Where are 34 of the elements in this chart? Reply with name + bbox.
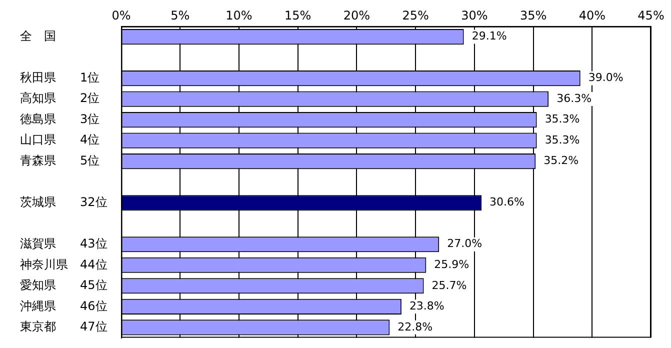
data-label: 25.7% [432,278,467,292]
data-label: 27.0% [447,237,482,250]
x-tick-label: 35% [520,8,547,22]
data-label: 29.1% [472,30,507,43]
y-tick-label: 茨城県 32位 [20,194,108,209]
y-tick-label: 沖縄県 46位 [20,298,108,313]
y-tick-label: 秋田県 1位 [20,70,100,84]
data-label: 35.3% [544,112,580,126]
x-tick-label: 0% [112,8,131,22]
x-tick-label: 15% [284,8,312,22]
y-tick-label: 青森県 5位 [20,153,100,168]
data-label: 23.8% [409,300,444,313]
data-label: 35.2% [544,154,579,168]
x-tick-label: 25% [402,8,429,22]
x-tick-label: 30% [461,8,488,22]
data-label: 39.0% [588,71,624,84]
data-label: 36.3% [556,92,592,105]
data-label: 25.9% [434,258,470,271]
x-tick-label: 20% [343,8,370,22]
y-tick-label: 愛知県 45位 [20,278,108,292]
x-tick-label: 45% [638,8,664,22]
y-tick-label: 東京都 47位 [20,320,108,334]
x-tick-label: 40% [578,8,606,22]
data-label: 22.8% [398,320,433,334]
x-tick-label: 10% [226,8,252,22]
data-label: 30.6% [489,196,524,209]
data-label: 35.3% [544,133,580,146]
y-tick-label: 滋賀県 43位 [20,236,108,251]
y-tick-label: 山口県 4位 [20,132,100,147]
y-tick-label: 神奈川県 44位 [20,257,108,272]
y-tick-label: 全 国 [20,28,56,43]
y-tick-label: 高知県 2位 [20,91,100,106]
x-tick-label: 5% [170,8,190,22]
y-tick-label: 徳島県 3位 [20,112,100,126]
